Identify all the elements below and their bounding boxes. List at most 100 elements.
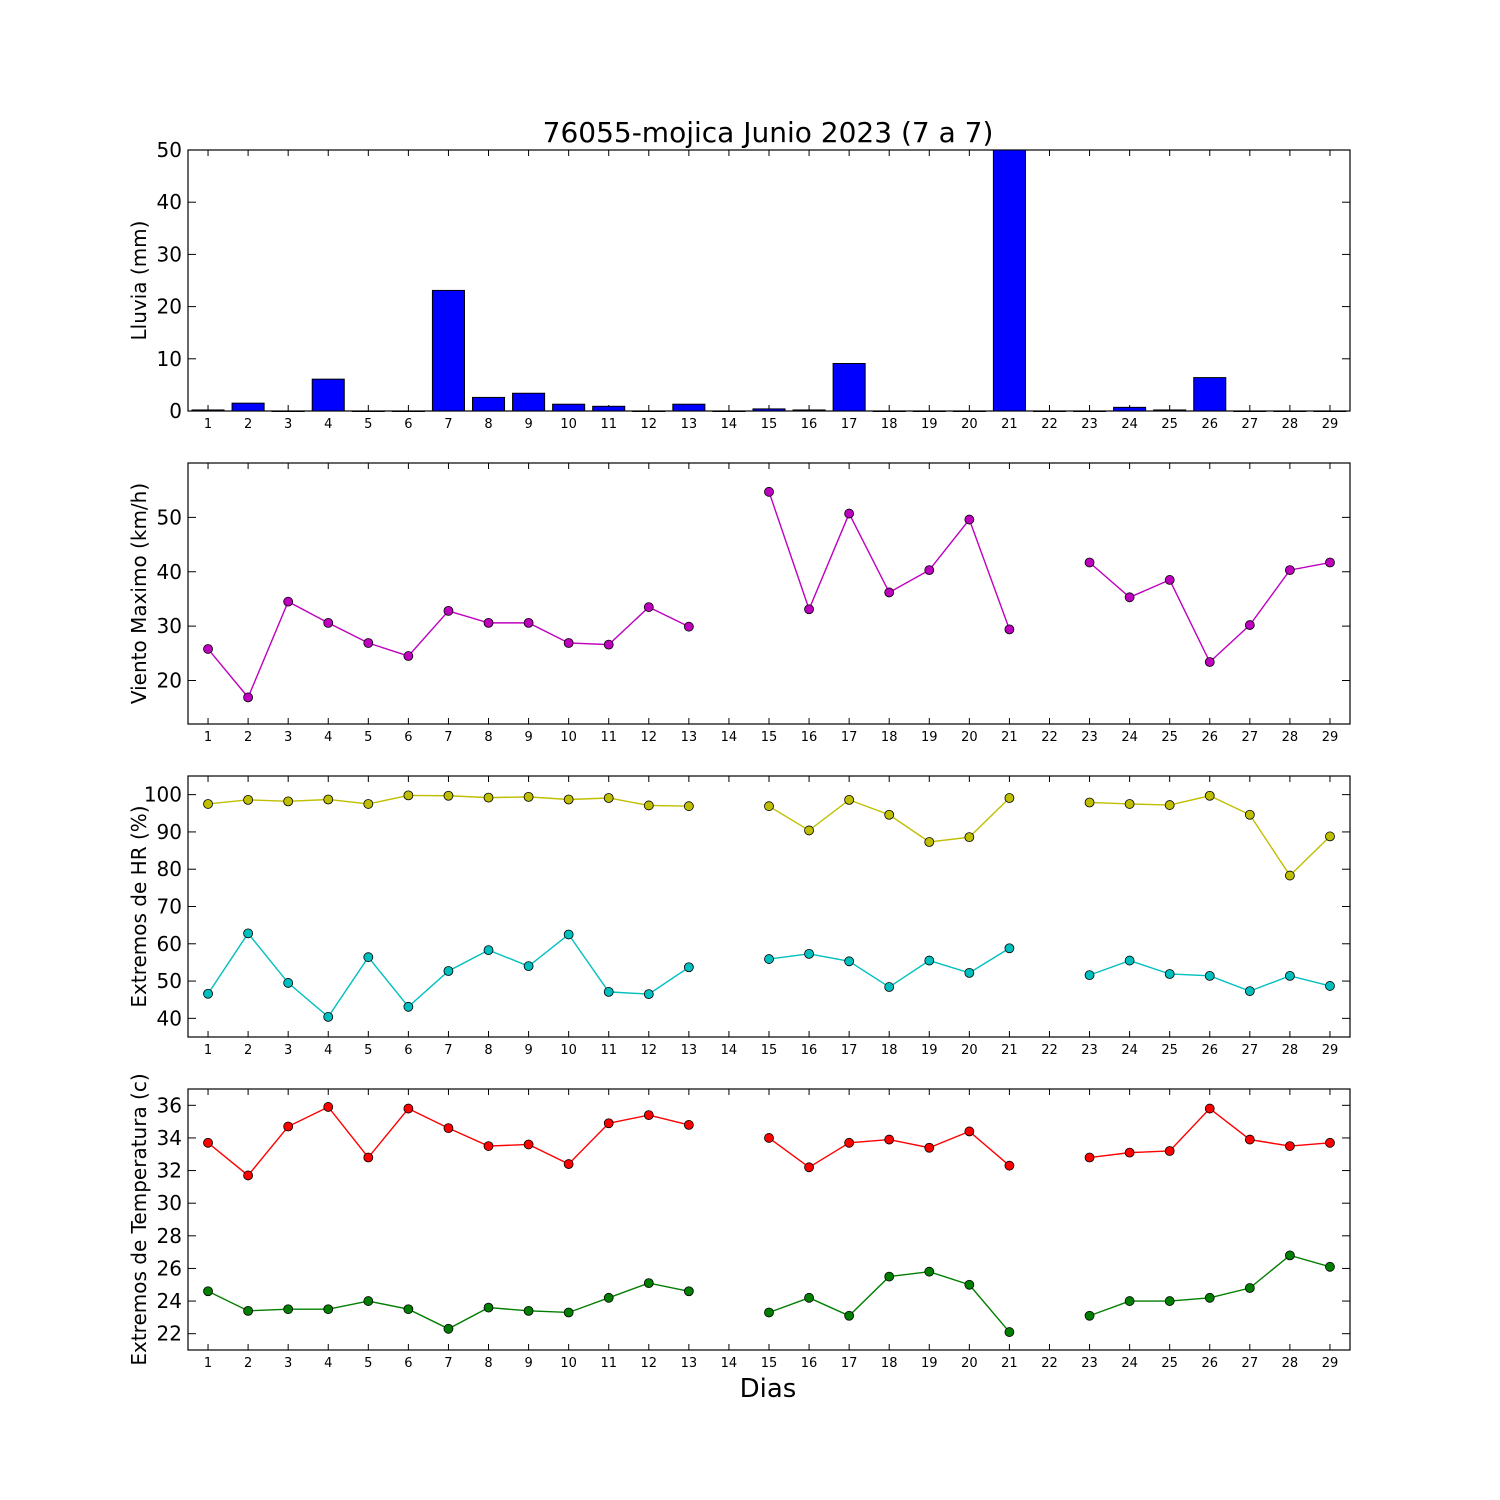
y-axis-label: Extremos de HR (%) bbox=[127, 805, 151, 1007]
series-1-point-day-4 bbox=[323, 1102, 334, 1112]
series-2-point-day-8 bbox=[483, 1302, 494, 1313]
x-tick-label: 25 bbox=[1161, 730, 1178, 745]
series-1-point-day-1 bbox=[203, 1137, 213, 1148]
series-1-point-day-20 bbox=[964, 1126, 975, 1137]
series-1-point-day-25 bbox=[1164, 1146, 1175, 1156]
series-1-point-day-6 bbox=[403, 1103, 414, 1114]
y-tick-label: 50 bbox=[157, 969, 182, 993]
series-1-point-day-12 bbox=[643, 602, 654, 612]
series-1-point-day-6 bbox=[403, 651, 414, 661]
x-tick-label: 5 bbox=[364, 730, 372, 745]
x-tick-label: 11 bbox=[600, 1043, 617, 1058]
series-1-point-day-3 bbox=[283, 796, 294, 807]
series-2-point-day-21 bbox=[1004, 1327, 1015, 1337]
x-tick-label: 7 bbox=[444, 730, 452, 745]
series-1-point-day-29 bbox=[1325, 557, 1335, 568]
x-tick-label: 2 bbox=[244, 417, 252, 432]
x-tick-label: 26 bbox=[1201, 1356, 1218, 1371]
x-tick-label: 4 bbox=[324, 730, 332, 745]
x-tick-label: 27 bbox=[1242, 417, 1259, 432]
bar-day-4 bbox=[311, 378, 345, 412]
series-2-point-day-17 bbox=[844, 956, 855, 967]
x-tick-label: 14 bbox=[721, 1043, 738, 1058]
series-1-point-day-18 bbox=[884, 1134, 895, 1145]
x-axis-label: Dias bbox=[740, 1374, 797, 1404]
x-tick-label: 25 bbox=[1161, 1043, 1178, 1058]
series-1-point-day-5 bbox=[363, 799, 374, 809]
x-tick-label: 22 bbox=[1041, 1043, 1058, 1058]
y-tick-label: 50 bbox=[157, 138, 182, 162]
series-2-point-day-9 bbox=[523, 961, 534, 972]
x-tick-label: 27 bbox=[1242, 1356, 1259, 1371]
bar-day-29 bbox=[1313, 410, 1347, 412]
y-axis-label: Lluvia (mm) bbox=[127, 221, 151, 341]
x-tick-label: 28 bbox=[1282, 1356, 1299, 1371]
series-1-point-day-7 bbox=[443, 1123, 454, 1134]
series-1-point-day-12 bbox=[643, 1110, 654, 1120]
x-tick-label: 9 bbox=[524, 417, 532, 432]
x-tick-label: 19 bbox=[921, 1356, 938, 1371]
series-1-point-day-8 bbox=[483, 617, 494, 628]
series-2-point-day-13 bbox=[683, 1286, 694, 1297]
x-tick-label: 21 bbox=[1001, 730, 1018, 745]
series-1-point-day-10 bbox=[563, 1159, 574, 1169]
x-tick-label: 28 bbox=[1282, 417, 1299, 432]
x-tick-label: 5 bbox=[364, 1043, 372, 1058]
series-2-point-day-7 bbox=[443, 1323, 454, 1334]
series-1-point-day-25 bbox=[1164, 800, 1175, 810]
x-tick-label: 28 bbox=[1282, 1043, 1299, 1058]
series-2-point-day-4 bbox=[323, 1304, 334, 1315]
x-tick-label: 17 bbox=[841, 730, 858, 745]
x-tick-label: 10 bbox=[560, 1356, 577, 1371]
x-tick-label: 6 bbox=[404, 730, 412, 745]
x-tick-label: 16 bbox=[801, 1043, 818, 1058]
bar-day-1 bbox=[191, 409, 225, 412]
series-1-point-day-11 bbox=[603, 1118, 614, 1129]
series-1-point-day-1 bbox=[203, 799, 213, 809]
x-tick-label: 20 bbox=[961, 417, 978, 432]
series-2-point-day-7 bbox=[443, 966, 454, 976]
series-1-point-day-4 bbox=[323, 617, 334, 628]
bar-day-23 bbox=[1073, 410, 1107, 412]
x-tick-label: 24 bbox=[1121, 417, 1138, 432]
x-tick-label: 3 bbox=[284, 417, 292, 432]
series-2-point-day-20 bbox=[964, 1279, 975, 1290]
bar-day-18 bbox=[872, 410, 906, 412]
bar-day-3 bbox=[271, 410, 305, 412]
x-tick-label: 12 bbox=[641, 1043, 658, 1058]
x-tick-label: 8 bbox=[484, 1356, 492, 1371]
series-1-point-day-5 bbox=[363, 638, 374, 648]
x-tick-label: 7 bbox=[444, 1356, 452, 1371]
series-1-point-day-27 bbox=[1244, 1134, 1255, 1145]
series-1-point-day-1 bbox=[203, 644, 213, 654]
y-tick-label: 32 bbox=[157, 1159, 182, 1183]
x-tick-label: 22 bbox=[1041, 730, 1058, 745]
y-tick-label: 50 bbox=[157, 505, 182, 529]
series-2-point-day-21 bbox=[1004, 943, 1015, 954]
series-2-point-day-6 bbox=[403, 1304, 414, 1315]
series-2-point-day-2 bbox=[243, 1305, 254, 1316]
x-tick-label: 9 bbox=[524, 1356, 532, 1371]
bar-day-16 bbox=[792, 409, 826, 412]
x-tick-label: 15 bbox=[761, 1043, 778, 1058]
series-1-point-day-11 bbox=[603, 639, 614, 650]
y-tick-label: 30 bbox=[157, 1191, 182, 1215]
series-2-point-day-19 bbox=[924, 1266, 935, 1277]
x-tick-label: 12 bbox=[641, 417, 658, 432]
y-tick-label: 80 bbox=[157, 857, 182, 881]
series-2-point-day-5 bbox=[363, 1296, 374, 1306]
x-tick-label: 8 bbox=[484, 417, 492, 432]
y-tick-label: 22 bbox=[157, 1322, 182, 1346]
bar-day-13 bbox=[672, 403, 706, 412]
series-2-point-day-27 bbox=[1244, 1283, 1255, 1293]
x-tick-label: 21 bbox=[1001, 1043, 1018, 1058]
series-2-point-day-16 bbox=[804, 948, 814, 959]
series-2-point-day-28 bbox=[1284, 970, 1295, 981]
x-tick-label: 20 bbox=[961, 730, 978, 745]
x-tick-label: 22 bbox=[1041, 417, 1058, 432]
x-tick-label: 23 bbox=[1081, 417, 1098, 432]
y-tick-label: 40 bbox=[157, 560, 182, 584]
series-1-point-day-28 bbox=[1284, 565, 1295, 576]
series-1-point-day-21 bbox=[1004, 624, 1015, 635]
